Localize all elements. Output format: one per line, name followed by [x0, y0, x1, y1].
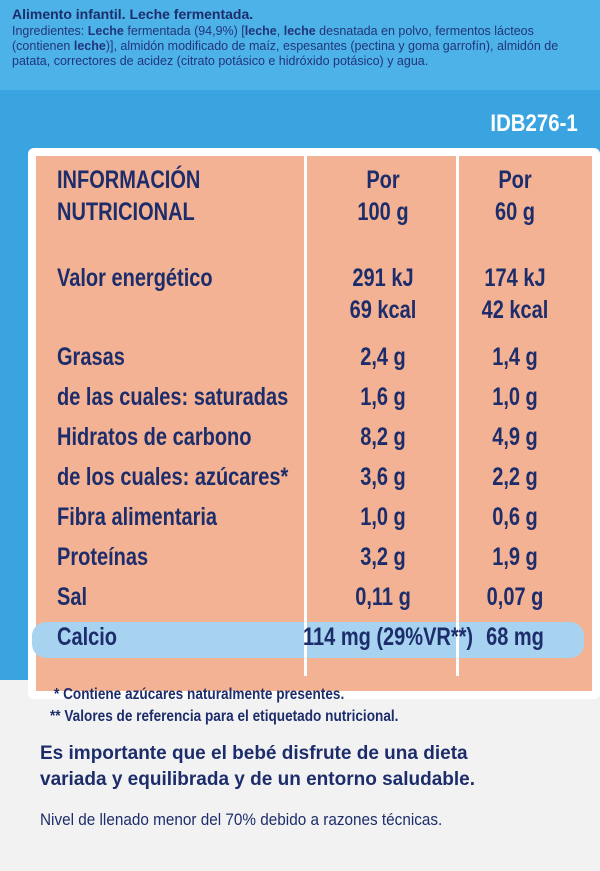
ingredient-text: Ingredientes:	[12, 24, 88, 38]
footnote: ** Valores de referencia para el etiquet…	[50, 708, 399, 725]
nutrient-label: Hidratos de carbono	[57, 423, 252, 451]
value-cell: 8,2 g	[360, 423, 406, 451]
nutrient-label: Proteínas	[57, 543, 149, 571]
header-cell: 100 g	[357, 198, 409, 226]
title: Alimento infantil. Leche fermentada.	[12, 6, 254, 22]
value-cell: 1,4 g	[492, 343, 538, 371]
ingredient-text: )], almidón modificado de maíz, espesant…	[12, 39, 559, 68]
fill-note: Nivel de llenado menor del 70% debido a …	[40, 810, 443, 829]
ingredient-text: leche	[283, 24, 316, 38]
header-cell: 60 g	[494, 198, 536, 226]
highlight-row	[32, 622, 584, 658]
divider	[456, 156, 459, 676]
header-cell: Por	[498, 166, 532, 194]
nutrient-label: Valor energético	[57, 264, 213, 292]
divider	[304, 156, 307, 676]
header-cell: INFORMACIÓN	[57, 166, 201, 194]
value-cell: 4,9 g	[492, 423, 538, 451]
value-cell: 1,9 g	[492, 543, 538, 571]
header-cell: Por	[366, 166, 400, 194]
value-cell: 114 mg (29%VR**)	[303, 623, 474, 651]
value-cell: 1,0 g	[360, 503, 406, 531]
ingredient-text: fermentada (94,9%) [	[123, 24, 245, 38]
message: Es importante que el bebé disfrute de un…	[40, 743, 468, 764]
nutrient-label: de las cuales: saturadas	[57, 383, 289, 411]
value-cell: 1,6 g	[360, 383, 406, 411]
value-cell: 0,6 g	[492, 503, 538, 531]
nutrient-label: Sal	[57, 583, 88, 611]
ingredients: Ingredientes: Leche fermentada (94,9%) […	[12, 24, 590, 69]
nutrient-label: de los cuales: azúcares*	[57, 463, 289, 491]
ingredient-text: leche	[244, 24, 277, 38]
top-band	[0, 0, 600, 90]
nutrition-panel	[28, 148, 600, 699]
message: variada y equilibrada y de un entorno sa…	[40, 769, 476, 790]
value-cell: 42 kcal	[481, 296, 549, 324]
ingredient-text: Leche	[87, 24, 124, 38]
ingredient-text: desnatada en polvo, fermentos lácteos (c…	[12, 24, 534, 53]
ingredient-text: leche	[73, 39, 106, 53]
nutrient-label: Calcio	[57, 623, 118, 651]
value-cell: 68 mg	[486, 623, 544, 651]
bottom-band	[0, 680, 600, 871]
value-cell: 3,2 g	[360, 543, 406, 571]
value-cell: 1,0 g	[492, 383, 538, 411]
value-cell: 0,11 g	[355, 583, 411, 611]
value-cell: 291 kJ	[352, 264, 414, 292]
value-cell: 69 kcal	[349, 296, 417, 324]
value-cell: 2,2 g	[492, 463, 538, 491]
value-cell: 174 kJ	[484, 264, 546, 292]
nutrient-label: Grasas	[57, 343, 125, 371]
header-cell: NUTRICIONAL	[57, 198, 195, 226]
ingredient-text: ,	[276, 24, 284, 38]
value-cell: 2,4 g	[360, 343, 406, 371]
value-cell: 0,07 g	[486, 583, 544, 611]
nutrient-label: Fibra alimentaria	[57, 503, 218, 531]
value-cell: 3,6 g	[360, 463, 406, 491]
footnote: * Contiene azúcares naturalmente present…	[54, 686, 345, 703]
product-code: IDB276-1	[490, 110, 578, 137]
